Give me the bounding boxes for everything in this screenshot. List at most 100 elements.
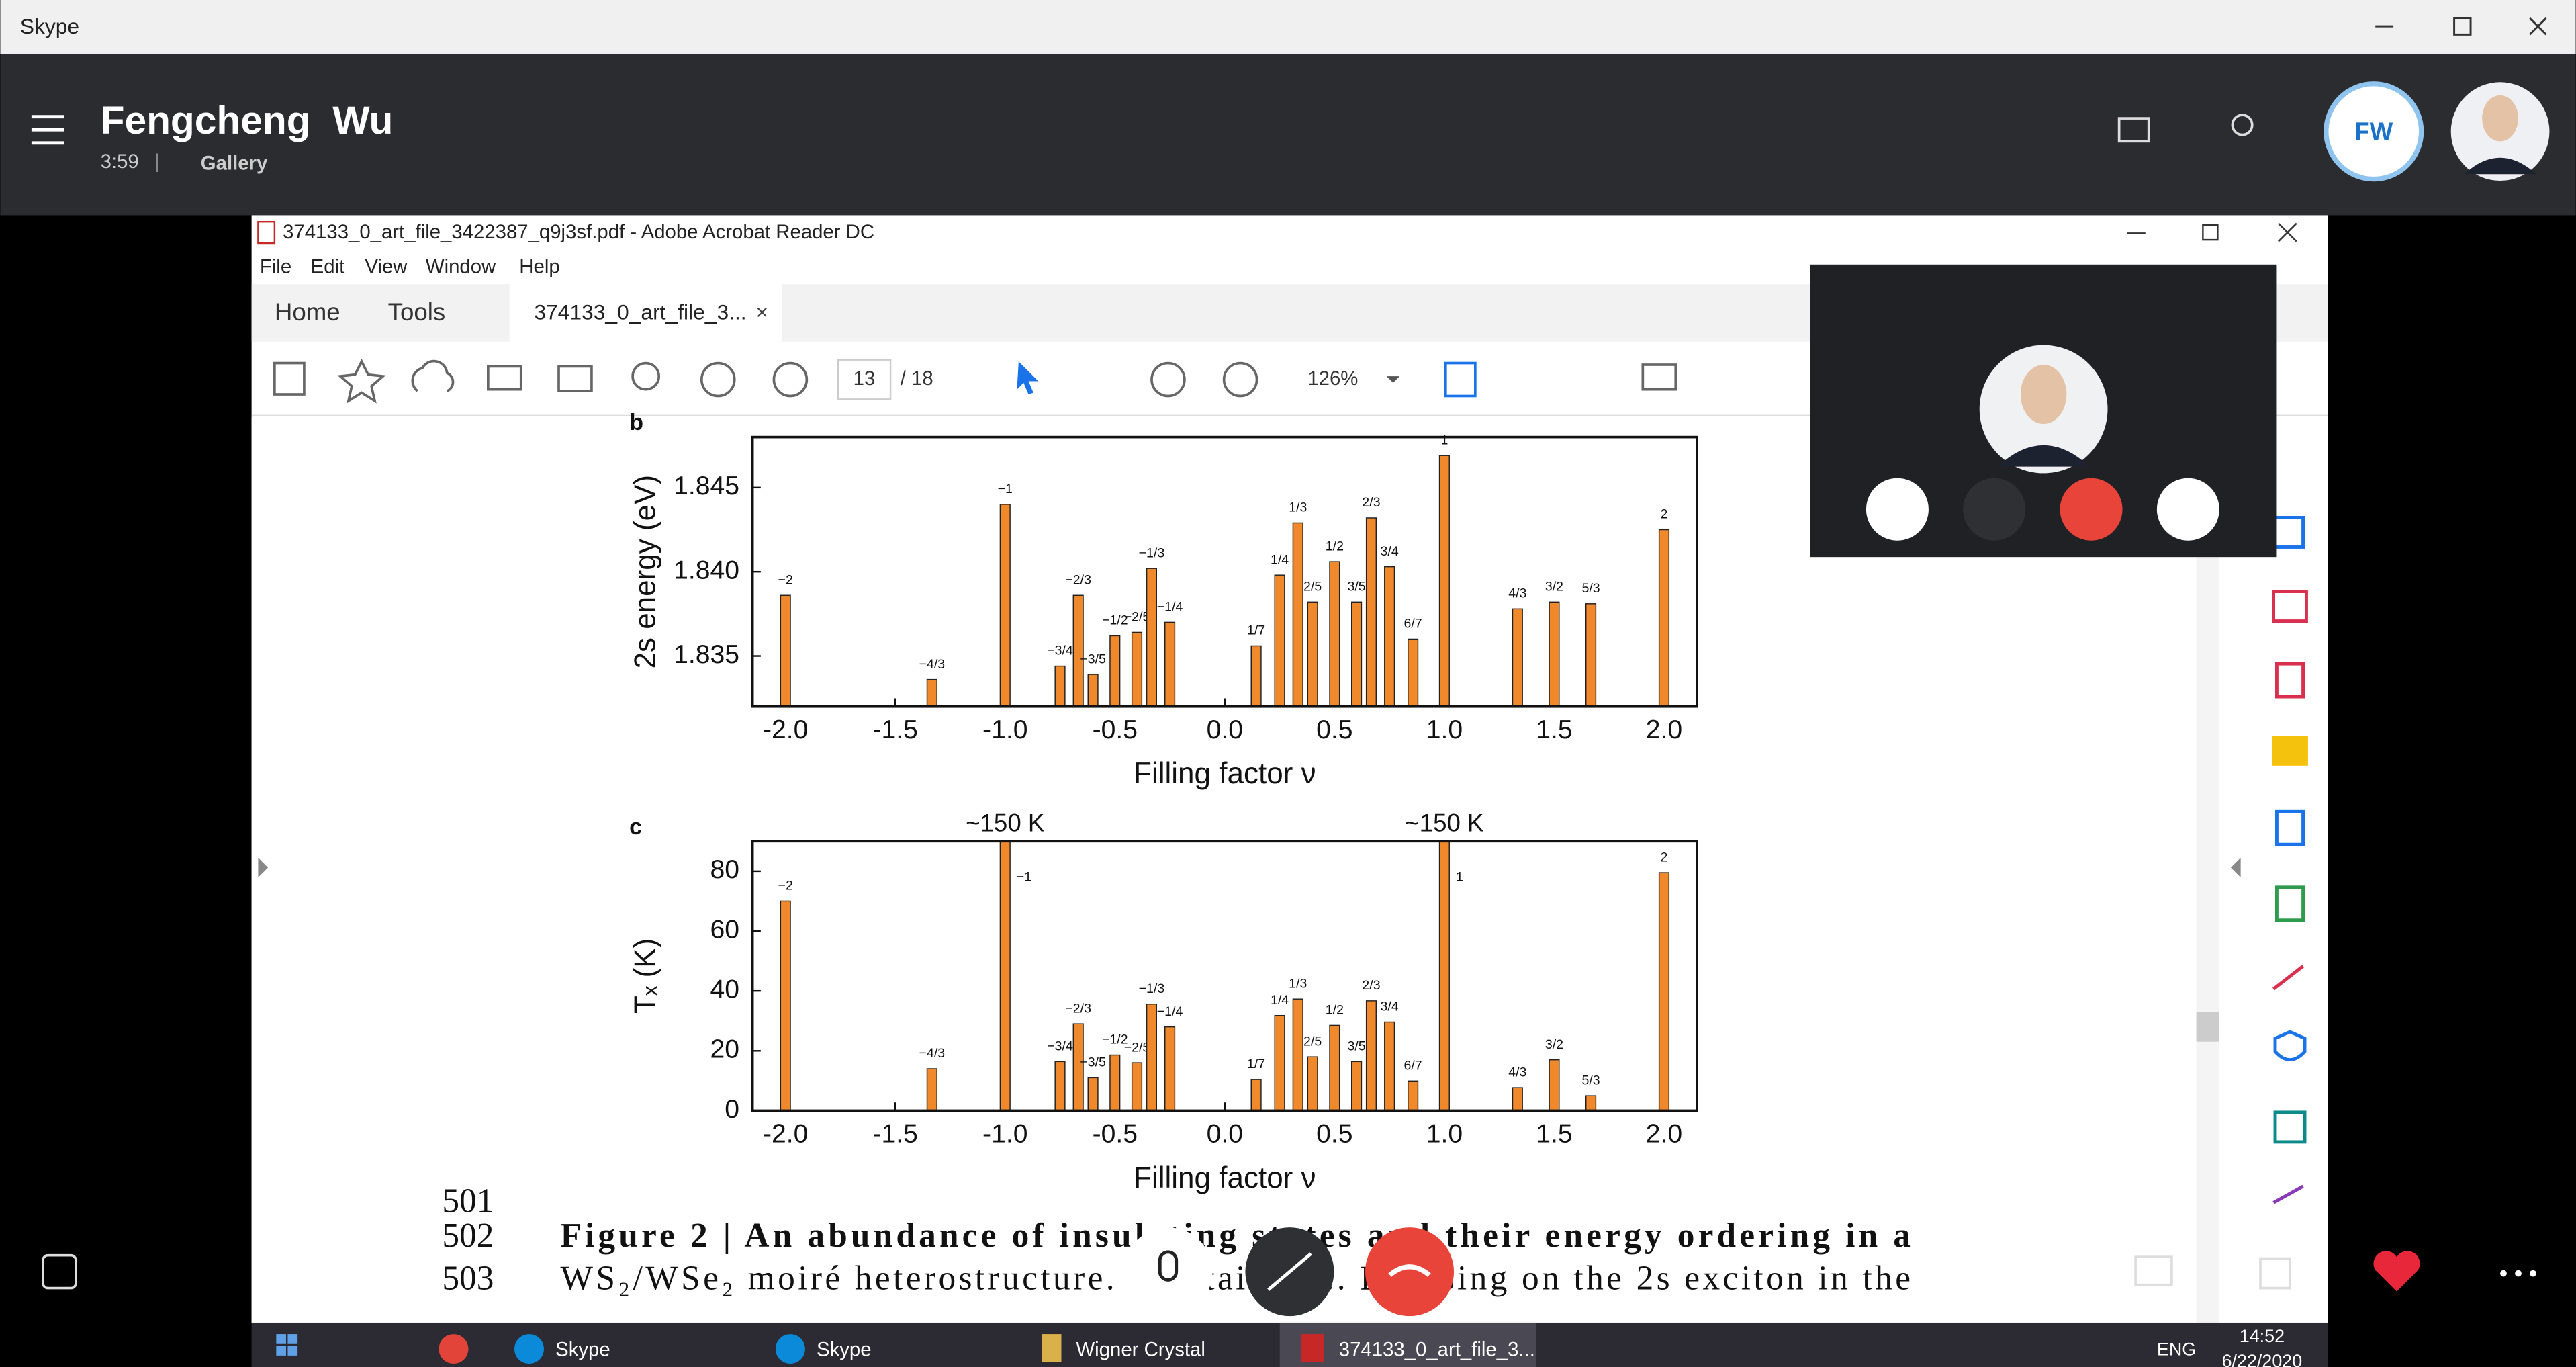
menu-button[interactable] xyxy=(31,115,64,145)
bar xyxy=(1087,1077,1099,1111)
x-tick-label: -1.5 xyxy=(873,715,918,744)
skype-icon[interactable] xyxy=(775,1334,805,1364)
x-tick-label: 0.5 xyxy=(1316,715,1352,744)
folder-icon[interactable] xyxy=(1042,1334,1062,1362)
language[interactable]: ENG xyxy=(2157,1339,2196,1360)
menu-item[interactable]: File xyxy=(260,255,291,277)
fit-page-icon[interactable] xyxy=(1444,361,1477,398)
chrome-icon[interactable] xyxy=(439,1334,469,1364)
x-tick-label: 1.0 xyxy=(1426,1119,1463,1148)
pdf-page xyxy=(251,417,2197,1323)
bar xyxy=(1274,1014,1285,1111)
bar xyxy=(1164,621,1176,707)
add-person-icon[interactable] xyxy=(2231,114,2254,136)
select-tool[interactable] xyxy=(1017,361,1039,395)
bar-label: 2 xyxy=(1661,507,1668,522)
bar xyxy=(1658,872,1670,1111)
skype-icon[interactable] xyxy=(514,1334,545,1364)
tile-camera-button[interactable] xyxy=(1963,478,2026,541)
remote-face xyxy=(2020,364,2067,425)
x-tick-label: -1.0 xyxy=(982,1119,1027,1148)
tab-home[interactable]: Home xyxy=(275,298,340,326)
bar-label: −4/3 xyxy=(919,657,946,672)
tile-hangup-button[interactable] xyxy=(2060,478,2123,541)
bar-label: 3/2 xyxy=(1545,1037,1563,1052)
left-pane-toggle[interactable] xyxy=(258,857,269,878)
active-tab[interactable] xyxy=(509,284,782,342)
clock-time[interactable]: 14:52 xyxy=(2240,1326,2285,1346)
share-button[interactable] xyxy=(2259,1257,2291,1290)
taskbar-item[interactable]: 374133_0_art_file_3... xyxy=(1339,1338,1535,1360)
x-tick-label: -2.0 xyxy=(763,715,808,744)
menu-item[interactable]: View xyxy=(365,255,408,277)
bar xyxy=(1329,561,1340,707)
acrobat-window-controls[interactable] xyxy=(2127,222,2297,242)
bar-label: 1 xyxy=(1440,433,1448,447)
self-suit xyxy=(2464,157,2536,175)
zoom-level[interactable]: 126% xyxy=(1307,367,1358,390)
tab-close[interactable]: × xyxy=(756,300,769,324)
mic-button[interactable] xyxy=(1123,1227,1213,1317)
bar xyxy=(1307,601,1318,707)
x-tick-label: -0.5 xyxy=(1093,1119,1138,1148)
y-axis-label: Tₓ (K) xyxy=(629,938,662,1014)
bar-label: 3/5 xyxy=(1347,579,1365,594)
tile-mic-button[interactable] xyxy=(1866,478,1929,541)
taskbar-item[interactable]: Skype xyxy=(817,1338,872,1360)
menu-item[interactable]: Window xyxy=(426,255,496,277)
react-button[interactable] xyxy=(2373,1251,2420,1292)
x-tick-label: 2.0 xyxy=(1646,1119,1682,1148)
snapshot-button[interactable] xyxy=(42,1253,77,1290)
bar-label: 2/3 xyxy=(1362,978,1380,993)
more-button[interactable] xyxy=(2500,1270,2536,1277)
bar-label: −3/4 xyxy=(1047,644,1073,658)
bar xyxy=(1250,1079,1262,1111)
scroll-thumb[interactable] xyxy=(2196,1012,2219,1042)
x-tick-label: 1.0 xyxy=(1426,715,1463,744)
bar-label: 6/7 xyxy=(1404,617,1422,631)
menu-item[interactable]: Help xyxy=(519,255,559,277)
taskbar-item[interactable]: Skype xyxy=(555,1338,610,1360)
bar-label: 2 xyxy=(1661,850,1668,865)
pdf-taskbar-icon[interactable] xyxy=(1301,1334,1324,1362)
bar-label: 3/2 xyxy=(1545,579,1563,594)
avatar-fw[interactable] xyxy=(2324,81,2424,182)
bar xyxy=(1658,529,1670,707)
bar xyxy=(1250,645,1262,707)
page-current[interactable]: 13 xyxy=(854,367,876,390)
figure: b 2s energy (eV) Filling factor ν -2.0 -1.5 -… xyxy=(629,410,1698,1194)
bar xyxy=(1292,522,1303,707)
panel-label: c xyxy=(629,814,642,840)
tab-document[interactable]: 374133_0_art_file_3... xyxy=(534,300,746,324)
tile-switch-button[interactable] xyxy=(2156,478,2219,541)
bar xyxy=(1512,1087,1523,1111)
bar xyxy=(1384,1021,1395,1111)
page-input[interactable] xyxy=(837,359,892,400)
screen-share-icon[interactable] xyxy=(2117,117,2150,143)
window-controls[interactable] xyxy=(2375,17,2547,36)
bar-label: 3/4 xyxy=(1381,1000,1399,1014)
view-mode[interactable]: Gallery xyxy=(201,152,268,174)
bar xyxy=(1351,601,1363,707)
bar xyxy=(1384,566,1395,707)
menu-item[interactable]: Edit xyxy=(311,255,345,277)
bar-label: −3/5 xyxy=(1080,1055,1106,1070)
bar xyxy=(1292,998,1303,1111)
bar-label: 1/4 xyxy=(1271,552,1289,567)
start-button[interactable] xyxy=(276,1334,298,1356)
chat-button[interactable] xyxy=(2134,1255,2173,1286)
right-pane-icons[interactable] xyxy=(2272,516,2308,1204)
toolbar-icons[interactable] xyxy=(273,358,1677,404)
zoom-dropdown[interactable] xyxy=(1386,376,1400,383)
bar xyxy=(1307,1056,1318,1111)
y-tick-label: 0 xyxy=(725,1095,739,1124)
taskbar-item[interactable]: Wigner Crystal xyxy=(1076,1338,1205,1360)
tab-tools[interactable]: Tools xyxy=(388,298,446,326)
bar-label: 5/3 xyxy=(1581,1073,1600,1088)
right-pane-toggle[interactable] xyxy=(2230,857,2241,878)
scrollbar[interactable] xyxy=(2196,417,2219,1323)
bar-label: −2/5 xyxy=(1124,610,1150,625)
clock-date[interactable]: 6/22/2020 xyxy=(2222,1351,2303,1367)
hangup-button[interactable] xyxy=(1365,1227,1455,1317)
